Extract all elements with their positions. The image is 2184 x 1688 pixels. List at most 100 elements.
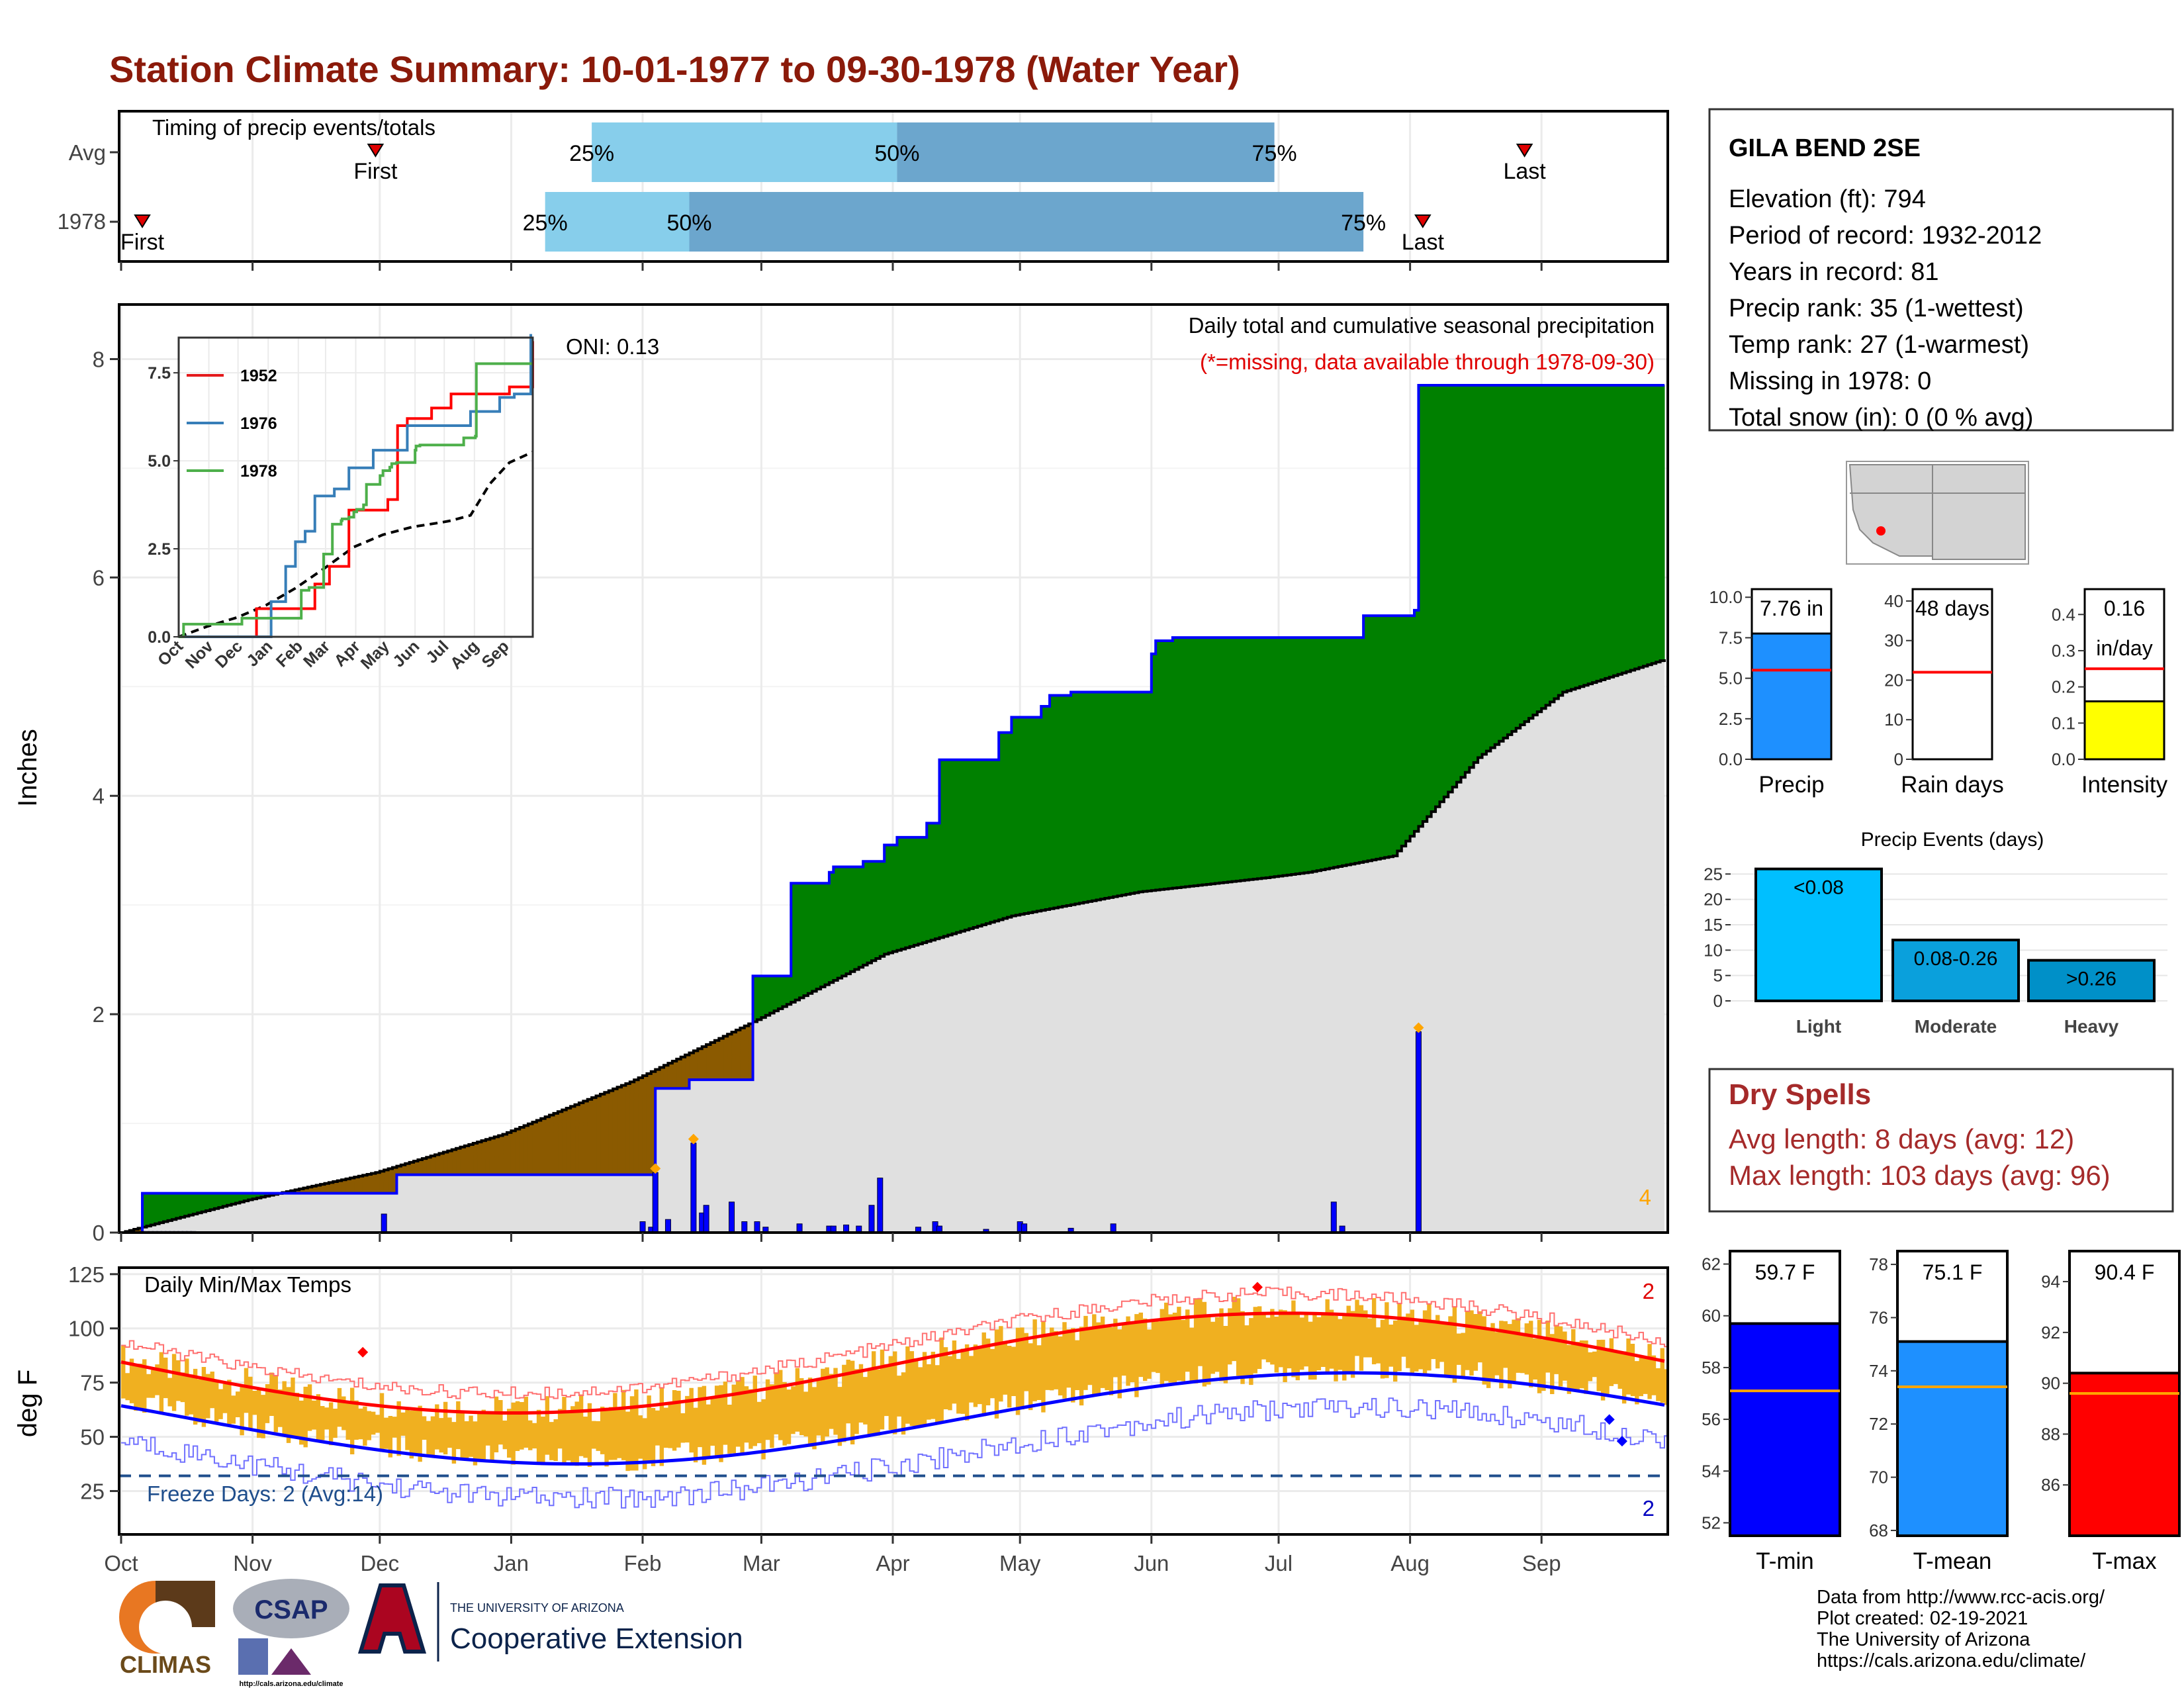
- pct-label: 75%: [1252, 141, 1297, 166]
- inset-legend-label: 1976: [240, 414, 277, 433]
- footer-line: Plot created: 02-19-2021: [1817, 1608, 2028, 1629]
- pct-label: 50%: [666, 211, 711, 236]
- mini-label: Rain days: [1901, 772, 2004, 798]
- event-marker: [1516, 144, 1533, 158]
- timing-panel: 25% 50% 75% 25% 50% 75% First Last First Last Timi…: [58, 110, 1669, 271]
- temp-bottom-count: 2: [1643, 1496, 1655, 1521]
- temp-y-tick-label: 25: [80, 1479, 105, 1503]
- month-label: Mar: [743, 1551, 780, 1575]
- ua-big-text: Cooperative Extension: [450, 1622, 743, 1655]
- temp-box-tick-label: 74: [1869, 1361, 1888, 1381]
- climas-logo-text: CLIMAS: [120, 1651, 211, 1678]
- csap-mountain-icon: [271, 1648, 311, 1675]
- temp-box-tick-label: 60: [1702, 1306, 1721, 1326]
- marker-label: First: [120, 230, 165, 255]
- temp-box-tick-label: 72: [1869, 1414, 1888, 1434]
- temp-box-value: 59.7 F: [1755, 1260, 1815, 1284]
- events-tick-label: 25: [1704, 864, 1723, 884]
- y1978-bar-50-75: [689, 192, 1364, 252]
- events-title: Precip Events (days): [1861, 829, 2044, 851]
- station-info-line: Years in record: 81: [1729, 258, 1939, 286]
- temp-box-bar: [2068, 1372, 2181, 1537]
- inset-legend-label: 1952: [240, 367, 277, 385]
- daily-precip-bar: [877, 1178, 884, 1233]
- mini-tick-label: 30: [1884, 631, 1903, 651]
- events-bar-label: Moderate: [1915, 1016, 1997, 1037]
- temp-box-tick-label: 76: [1869, 1307, 1888, 1327]
- mini-tick-label: 0.3: [2052, 641, 2075, 661]
- events-bar: [1891, 939, 2020, 1002]
- mini-chart-intensity: 0.16 in/day 0.0 0.1 0.2 0.3 0.4 Intensity: [2052, 588, 2168, 798]
- temp-extreme-marker: [1616, 1436, 1627, 1447]
- month-label: Feb: [624, 1551, 662, 1575]
- daily-precip-bar: [741, 1221, 748, 1233]
- avg-max-line: [120, 1311, 1665, 1415]
- temp-y-tick-label: 75: [80, 1371, 105, 1395]
- temp-box-tick-label: 88: [2041, 1424, 2060, 1444]
- month-label: Dec: [360, 1551, 399, 1575]
- marker-label: Last: [1503, 159, 1546, 184]
- dry-title: Dry Spells: [1729, 1078, 1871, 1111]
- temp-label: Daily Min/Max Temps: [144, 1272, 351, 1297]
- month-label: Jan: [494, 1551, 529, 1575]
- station-info-line: Missing in 1978: 0: [1729, 367, 1931, 395]
- temp-box-tick-label: 70: [1869, 1468, 1888, 1487]
- pct-label: 25%: [569, 141, 614, 166]
- month-label: Jun: [1134, 1551, 1169, 1575]
- daily-temp-range: [121, 1297, 1669, 1472]
- dry-avg: Avg length: 8 days (avg: 12): [1729, 1123, 2074, 1154]
- inset-line-1976: [179, 334, 533, 638]
- month-label: Oct: [104, 1551, 138, 1575]
- events-bar-text: 0.08-0.26: [1914, 948, 1998, 970]
- precip-panel: Daily total and cumulative seasonal prec…: [13, 303, 1669, 1245]
- temp-box-tmean: 75.1 F 68 70 72 74 76 78 T-mean: [1869, 1250, 2009, 1574]
- inset-line-1978: [179, 362, 533, 638]
- mini-tick-label: 0.2: [2052, 677, 2075, 697]
- station-name: GILA BEND 2SE: [1729, 134, 1921, 162]
- dry-max: Max length: 103 days (avg: 96): [1729, 1160, 2111, 1191]
- freeze-label: Freeze Days: 2 (Avg:14): [147, 1481, 383, 1506]
- daily-precip-bar: [868, 1205, 875, 1233]
- corner-count: 4: [1639, 1185, 1651, 1209]
- record-high-line: [121, 1286, 1669, 1401]
- daily-precip-bar: [381, 1213, 387, 1233]
- location-map: [1846, 461, 2029, 565]
- month-label: Nov: [233, 1551, 272, 1575]
- footer-line: The University of Arizona: [1817, 1629, 2030, 1650]
- events-tick-label: 5: [1713, 966, 1723, 986]
- temp-y-tick-label: 100: [68, 1317, 105, 1341]
- mini-tick-label: 7.5: [1719, 628, 1743, 647]
- csap-logo-text: CSAP: [254, 1595, 328, 1624]
- daily-precip-bar: [652, 1172, 659, 1233]
- precip-events-chart: Precip Events (days) <0.08 Light 0.08-0.26 M…: [1704, 829, 2167, 1037]
- temp-y-label: deg F: [13, 1370, 42, 1437]
- daily-precip-bar: [690, 1143, 697, 1233]
- month-label: Sep: [1522, 1551, 1561, 1575]
- precip-y-label: Inches: [13, 729, 42, 807]
- inset-chart: 0.02.55.07.5OctNovDecJanFebMarAprMayJunJ…: [148, 334, 534, 673]
- temp-box-tick-label: 54: [1702, 1461, 1721, 1481]
- station-info-line: Period of record: 1932-2012: [1729, 222, 2042, 250]
- temp-box-bar: [1896, 1340, 2009, 1537]
- temp-box-tick-label: 86: [2041, 1475, 2060, 1495]
- daily-precip-bar: [729, 1201, 735, 1233]
- cumulative-1978-line: [121, 384, 1664, 1234]
- mini-value: 0.16: [2104, 596, 2145, 620]
- oni-label: ONI: 0.13: [566, 334, 659, 359]
- page-title: Station Climate Summary: 10-01-1977 to 0…: [109, 48, 1240, 90]
- inset-y-label: 5.0: [148, 452, 171, 471]
- mini-chart-rain_days: 48 days 0 10 20 30 40 Rain days: [1884, 588, 2004, 798]
- temp-box-tick-label: 94: [2041, 1272, 2060, 1291]
- events-tick-label: 0: [1713, 991, 1723, 1011]
- mini-tick-label: 40: [1884, 591, 1903, 611]
- mini-tick-label: 20: [1884, 670, 1903, 690]
- temp-box-label: T-max: [2092, 1548, 2157, 1574]
- ua-logo-a: [357, 1583, 427, 1654]
- station-info-line: Elevation (ft): 794: [1729, 185, 1926, 213]
- station-box: [1708, 108, 2174, 432]
- csap-chart-icon: [238, 1638, 268, 1675]
- avg-cumulative-line: [121, 659, 1666, 1234]
- right-panels: GILA BEND 2SE Elevation (ft): 794 Period o…: [1702, 108, 2181, 1671]
- mini-tick-label: 2.5: [1719, 709, 1743, 729]
